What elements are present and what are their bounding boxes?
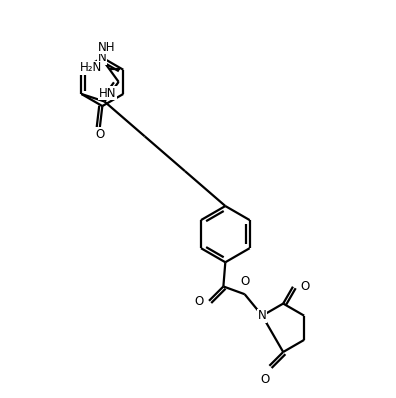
Text: NH: NH — [97, 41, 115, 54]
Text: O: O — [95, 128, 105, 141]
Text: O: O — [261, 373, 270, 386]
Text: O: O — [240, 275, 249, 288]
Text: N: N — [258, 309, 267, 322]
Text: O: O — [194, 295, 203, 308]
Text: H₂N: H₂N — [80, 61, 102, 74]
Text: HN: HN — [99, 87, 116, 100]
Text: N: N — [98, 51, 107, 64]
Text: O: O — [300, 280, 309, 293]
